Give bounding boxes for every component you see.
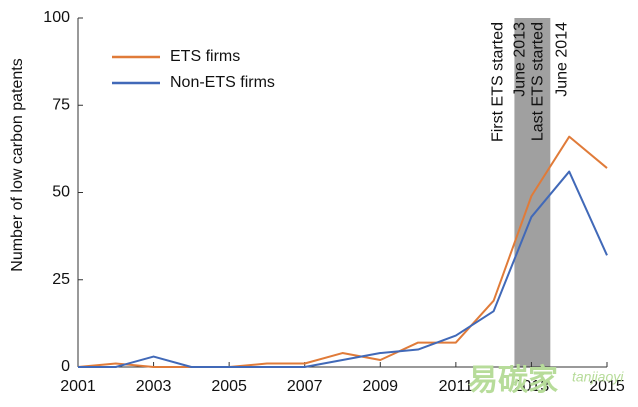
x-tick-label: 2005 bbox=[211, 378, 247, 395]
y-axis-label: Number of low carbon patents bbox=[9, 58, 26, 271]
annotation: June 2013 bbox=[512, 22, 529, 97]
x-tick-label: 2013 bbox=[514, 378, 550, 395]
x-tick-label: 2001 bbox=[60, 378, 96, 395]
x-tick-label: 2009 bbox=[362, 378, 398, 395]
y-tick-label: 75 bbox=[52, 96, 70, 113]
series-line bbox=[77, 135, 608, 368]
y-tick-label: 0 bbox=[61, 358, 70, 375]
legend-label: Non-ETS firms bbox=[170, 74, 275, 91]
legend-label: ETS firms bbox=[170, 48, 240, 65]
annotation: First ETS started bbox=[490, 22, 507, 142]
x-tick-label: 2003 bbox=[136, 378, 172, 395]
series-line bbox=[78, 170, 608, 368]
x-tick-label: 2011 bbox=[439, 378, 474, 395]
annotation: Last ETS started bbox=[530, 22, 547, 141]
watermark: tanjiaoyi bbox=[572, 369, 624, 385]
y-tick-label: 25 bbox=[52, 271, 70, 288]
x-tick-label: 2007 bbox=[287, 378, 323, 395]
shaded-span bbox=[514, 18, 551, 367]
y-tick-label: 50 bbox=[52, 184, 70, 201]
annotation: June 2014 bbox=[554, 22, 571, 97]
watermark: 易碳家 bbox=[468, 364, 558, 397]
x-tick-label: 2015 bbox=[589, 378, 625, 395]
y-tick-label: 100 bbox=[43, 9, 70, 26]
